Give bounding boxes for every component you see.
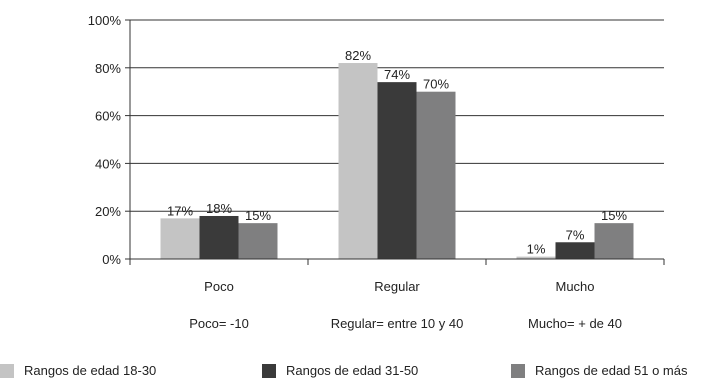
bar [238,223,278,259]
legend-label-18-30: Rangos de edad 18-30 [24,363,157,378]
legend-swatch-31-50 [262,363,276,378]
bar [555,242,595,259]
category-label: Mucho [555,279,594,294]
axes [125,19,665,265]
data-labels: 17% 18% 15% 82% 74% 70% 1% 7% 15% [167,48,627,257]
category-note: Regular= entre 10 y 40 [331,316,464,331]
y-tick-labels: 0% 20% 40% 60% 80% 100% [88,13,122,267]
data-label: 15% [245,208,271,223]
y-tick-label: 80% [95,61,121,76]
data-label: 82% [345,48,371,63]
category-labels: Poco Poco= -10 Regular Regular= entre 10 y … [189,279,622,331]
data-label: 15% [601,208,627,223]
y-tick-label: 0% [102,252,121,267]
data-label: 70% [423,77,449,92]
bars [160,63,634,259]
bar [199,215,239,259]
legend-item-51-plus: Rangos de edad 51 o más [511,363,688,378]
category-note: Mucho= + de 40 [528,316,622,331]
y-tick-label: 60% [95,109,121,124]
data-label: 7% [566,227,585,242]
bar [416,91,456,259]
category-label: Regular [374,279,420,294]
bar [338,63,378,259]
data-label: 18% [206,201,232,216]
legend-swatch-51-plus [511,363,525,378]
data-label: 74% [384,67,410,82]
legend-label-31-50: Rangos de edad 31-50 [286,363,419,378]
legend-label-51-plus: Rangos de edad 51 o más [535,363,688,378]
bar-chart: 0% 20% 40% 60% 80% 100% 17% 18% 15% 82% 74% 70% 1% 7… [88,13,665,331]
y-tick-label: 40% [95,156,121,171]
y-tick-label: 100% [88,13,122,28]
legend-swatch-18-30 [0,363,14,378]
data-label: 1% [527,242,546,257]
bar [516,256,556,259]
data-label: 17% [167,203,193,218]
legend-item-18-30: Rangos de edad 18-30 [0,363,156,378]
legend-item-31-50: Rangos de edad 31-50 [262,363,418,378]
bar [594,223,634,259]
category-note: Poco= -10 [189,316,249,331]
bar [160,218,200,259]
bar [377,82,417,259]
legend: Rangos de edad 18-30 Rangos de edad 31-5… [0,360,725,383]
category-label: Poco [204,279,234,294]
y-tick-label: 20% [95,204,121,219]
